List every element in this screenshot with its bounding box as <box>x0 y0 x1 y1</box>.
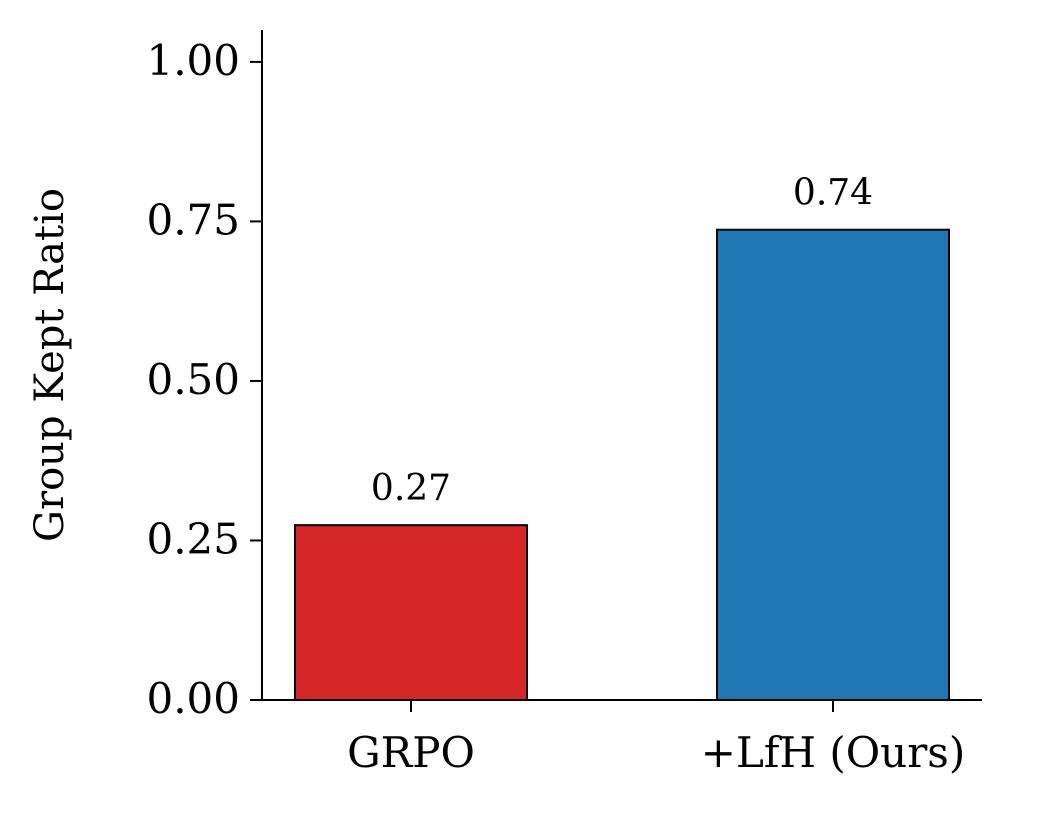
y-tick-label: 0.00 <box>146 674 240 723</box>
x-tick-label: +LfH (Ours) <box>701 728 966 777</box>
y-tick-label: 1.00 <box>146 36 240 85</box>
x-tick-label: GRPO <box>347 728 475 777</box>
y-tick-label: 0.75 <box>146 195 240 244</box>
bar <box>716 228 950 701</box>
value-label: 0.74 <box>793 173 873 214</box>
bar <box>294 524 528 702</box>
y-tick-label: 0.50 <box>146 355 240 404</box>
y-tick-label: 0.25 <box>146 514 240 563</box>
y-axis-label: Group Kept Ratio <box>27 188 73 542</box>
value-label: 0.27 <box>371 468 451 509</box>
